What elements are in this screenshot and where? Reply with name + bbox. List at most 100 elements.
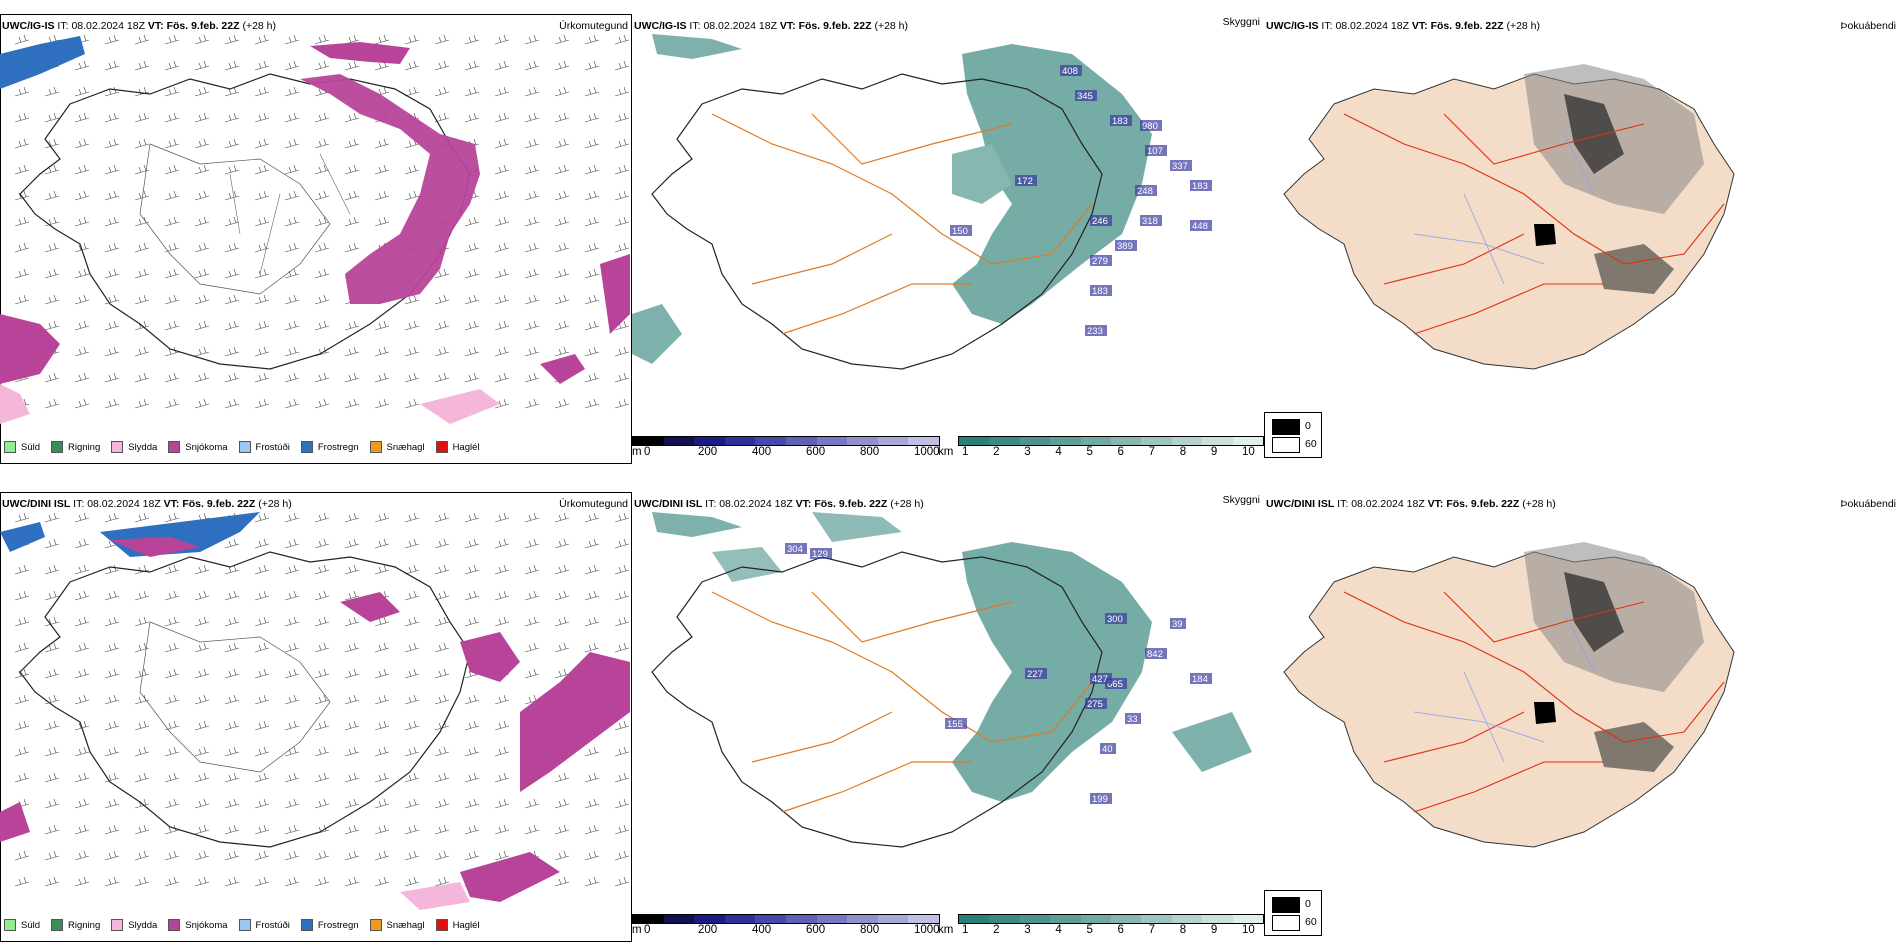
colorbar-tick: 8 <box>1179 924 1187 936</box>
cloud-base-label: 183 <box>1112 116 1128 127</box>
colorbar-tick: 0 <box>644 446 651 458</box>
colorbar-segment <box>989 437 1020 445</box>
panel-header: UWC/IG-IS IT: 08.02.2024 18Z VT: Fös. 9.… <box>2 20 277 32</box>
legend-label: Frostregn <box>317 441 359 453</box>
colorbar-tick: 7 <box>1148 446 1156 458</box>
cloud-base-label: 233 <box>1087 326 1103 337</box>
panel-header: UWC/DINI ISL IT: 08.02.2024 18Z VT: Fös.… <box>2 498 292 510</box>
cloud-colorbar-unit: m <box>632 446 642 458</box>
cloud-label-bg <box>1125 713 1141 724</box>
visibility-colorbar <box>958 914 1264 924</box>
cloud-base-label: 40 <box>1102 744 1113 755</box>
cloud-label-bg <box>1170 160 1192 171</box>
cloud-label-bg <box>1140 215 1162 226</box>
colorbar-tick: 5 <box>1086 446 1093 458</box>
cloud-base-label: 227 <box>1027 669 1043 680</box>
cloud-visibility-panel: UWC/DINI ISL IT: 08.02.2024 18Z VT: Fös.… <box>632 478 1264 948</box>
colorbar-segment <box>1111 915 1142 923</box>
precip-map <box>0 512 630 910</box>
cloud-label-bg <box>1090 285 1112 296</box>
panel-header: UWC/DINI ISL IT: 08.02.2024 18Z VT: Fös.… <box>1266 498 1556 510</box>
legend-item: Slydda <box>111 919 157 931</box>
cloud-visibility-panel: UWC/IG-IS IT: 08.02.2024 18Z VT: Fös. 9.… <box>632 0 1264 470</box>
fog-legend-low-label: 0 <box>1305 420 1311 432</box>
legend-item: Frostregn <box>300 919 359 931</box>
fog-legend-low-swatch <box>1272 897 1300 913</box>
legend-label: Frostúði <box>255 441 290 453</box>
cloud-base-label: 107 <box>1147 146 1163 157</box>
legend-label: Frostregn <box>317 919 359 931</box>
fog-legend: 0 60 <box>1264 890 1322 936</box>
cloud-label-bg <box>1140 120 1162 131</box>
cloud-base-label: 33 <box>1127 714 1138 725</box>
cloud-label-bg <box>1090 215 1112 226</box>
colorbar-segment <box>724 915 756 923</box>
fog-legend-high-swatch <box>1272 437 1300 453</box>
colorbar-tick: 800 <box>860 924 880 936</box>
legend-label: Frostúði <box>255 919 290 931</box>
legend-label: Rigning <box>68 441 101 453</box>
cloud-base-label: 172 <box>1017 176 1033 187</box>
roads <box>711 113 1093 335</box>
cloud-label-bg <box>1145 648 1167 659</box>
cloud-base-label: 248 <box>1137 186 1153 197</box>
colorbar-segment <box>989 915 1020 923</box>
colorbar-tick: 600 <box>806 924 826 936</box>
cloud-base-label: 300 <box>1107 614 1123 625</box>
colorbar-tick: 5 <box>1086 924 1093 936</box>
legend-swatch <box>300 919 313 931</box>
cloud-colorbar <box>632 436 940 446</box>
legend-swatch <box>168 441 181 453</box>
visibility-area <box>952 44 1152 324</box>
cloud-base-label: 183 <box>1192 181 1208 192</box>
colorbar-tick: 400 <box>752 924 772 936</box>
colorbar-tick: 4 <box>1055 924 1062 936</box>
legend-item: Súld <box>4 919 40 931</box>
colorbar-segment <box>633 437 664 445</box>
colorbar-segment <box>877 437 909 445</box>
colorbar-tick: 6 <box>1117 446 1124 458</box>
fog-map <box>1283 64 1735 370</box>
panel-header: UWC/DINI ISL IT: 08.02.2024 18Z VT: Fös.… <box>634 498 924 510</box>
fog-legend-low-swatch <box>1272 419 1300 435</box>
colorbar-segment <box>724 437 756 445</box>
cloud-base-label: 318 <box>1142 216 1158 227</box>
cloud-base-label: 279 <box>1092 256 1108 267</box>
colorbar-segment <box>959 915 990 923</box>
cloud-label-bg <box>950 225 972 236</box>
legend-label: Snjókoma <box>185 441 228 453</box>
cloud-base-label: 448 <box>1192 221 1208 232</box>
colorbar-tick: 3 <box>1024 924 1031 936</box>
fog-indicator-panel: UWC/DINI ISL IT: 08.02.2024 18Z VT: Fös.… <box>1264 478 1900 948</box>
colorbar-segment <box>1141 437 1172 445</box>
cloud-base-label: 345 <box>1077 91 1093 102</box>
legend-swatch <box>168 919 181 931</box>
legend-item: Snjókoma <box>168 441 228 453</box>
rivers <box>1413 133 1595 285</box>
cloud-map: 408 345 183 980 107 337 183 172 248 318 448 246 150 3… <box>632 34 1212 370</box>
legend-item: Frostúði <box>238 441 290 453</box>
legend-item: Frostúði <box>238 919 290 931</box>
cloud-label-bg <box>1115 240 1137 251</box>
colorbar-tick: 400 <box>752 446 772 458</box>
colorbar-segment <box>633 915 664 923</box>
cloud-base-label: 199 <box>1092 794 1108 805</box>
cloud-label-bg <box>1025 668 1047 679</box>
legend-label: Snjókoma <box>185 919 228 931</box>
panel-title: Þokuábendi <box>1840 498 1896 510</box>
legend-swatch <box>4 919 16 931</box>
colorbar-segment <box>694 915 725 923</box>
colorbar-segment <box>959 437 990 445</box>
panel-frame <box>0 492 632 942</box>
visibility-colorbar-unit: km <box>938 446 954 458</box>
colorbar-tick: 3 <box>1024 446 1031 458</box>
colorbar-segment <box>816 437 848 445</box>
legend-label: Slydda <box>128 919 158 931</box>
cloud-label-bg <box>1075 90 1097 101</box>
forecast-row-igis: UWC/IG-IS IT: 08.02.2024 18Z VT: Fös. 9.… <box>0 0 1900 470</box>
cloud-label-bg <box>1110 115 1132 126</box>
colorbar-segment <box>1232 437 1264 445</box>
legend-label: Haglél <box>452 919 480 931</box>
cloud-base-label: 129 <box>812 549 828 560</box>
cloud-label-bg <box>1085 698 1107 709</box>
